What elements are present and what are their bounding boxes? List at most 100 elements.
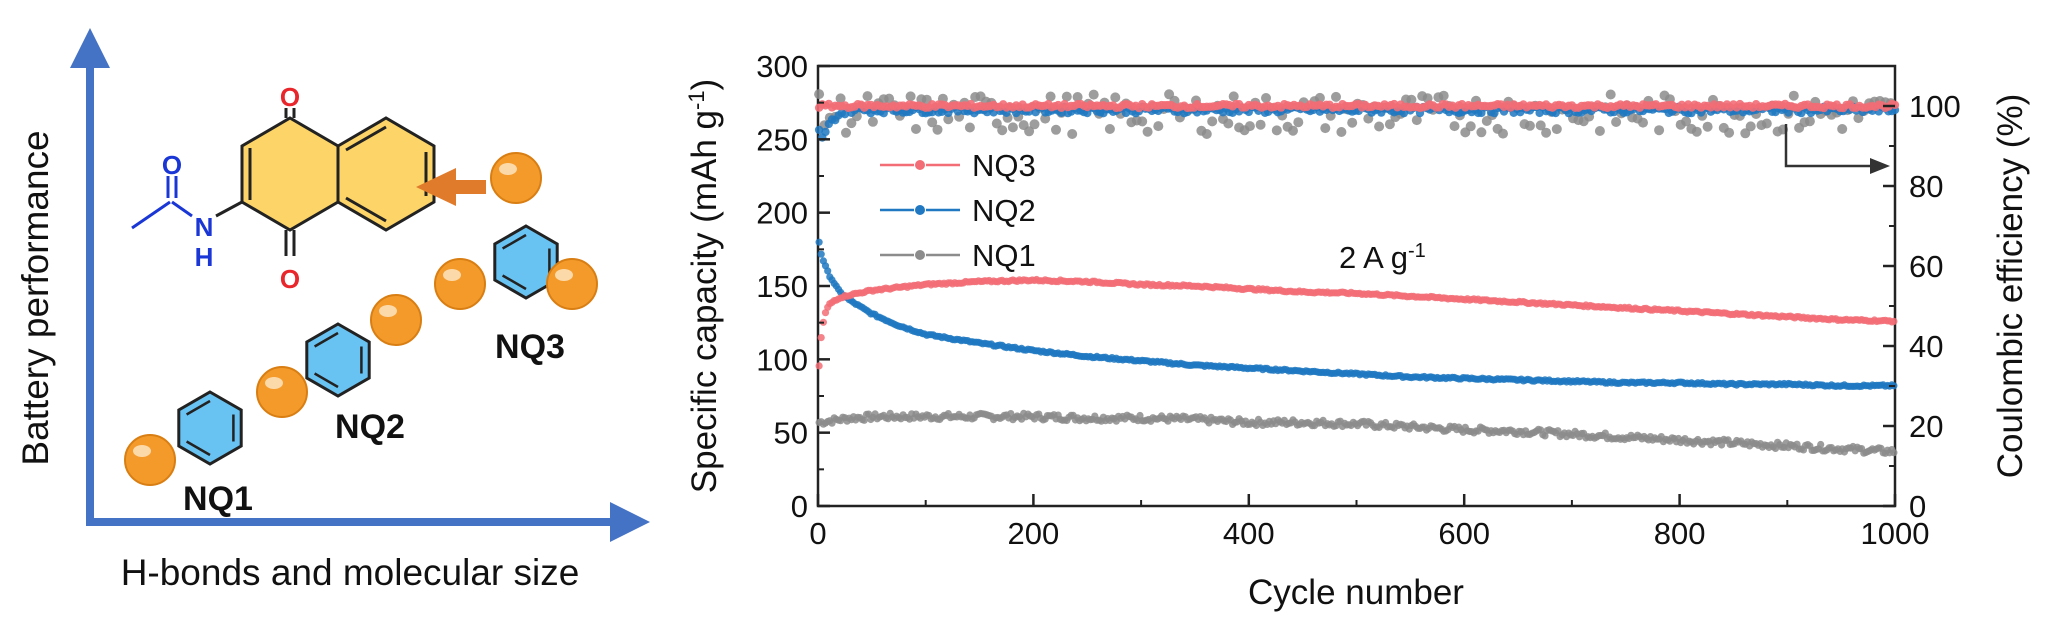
efficiency-point xyxy=(1804,116,1815,127)
efficiency-point xyxy=(1153,121,1164,132)
y2-axis-label: Coulombic efficiency (%) xyxy=(1991,94,2030,479)
efficiency-point xyxy=(884,93,895,104)
efficiency-point xyxy=(1524,120,1535,131)
efficiency-point xyxy=(1449,121,1460,132)
legend-marker xyxy=(914,159,926,171)
efficiency-point xyxy=(905,91,916,102)
oxygen-top-label: O xyxy=(280,82,300,112)
capacity-point xyxy=(860,416,868,424)
arrow-icon xyxy=(416,168,486,206)
efficiency-point xyxy=(1384,119,1395,130)
efficiency-point xyxy=(814,89,825,100)
capacity-series-nq3 xyxy=(815,275,1898,370)
chart: 0 200 400 600 800 100005010015020025030002040… xyxy=(684,49,2031,612)
efficiency-point xyxy=(911,124,921,134)
schematic-y-arrow xyxy=(70,28,110,68)
efficiency-point xyxy=(964,122,975,133)
schematic-y-axis-label: Battery performance xyxy=(15,130,56,465)
molecule-label-nq2: NQ2 xyxy=(335,408,405,446)
legend-label: NQ1 xyxy=(972,238,1036,273)
x-axis-label: Cycle number xyxy=(1248,573,1464,612)
efficiency-point xyxy=(1104,124,1115,134)
molecule-structure: O O N H O xyxy=(131,82,436,294)
y-tick-label: 150 xyxy=(756,269,808,304)
efficiency-point xyxy=(1040,113,1051,124)
efficiency-point xyxy=(1228,91,1239,102)
efficiency-point xyxy=(1761,118,1772,129)
efficiency-point xyxy=(1244,121,1255,132)
y-axis-label: Specific capacity (mAh g-1) xyxy=(684,79,725,493)
benzene-ring xyxy=(305,322,371,398)
efficiency-point xyxy=(841,127,851,138)
efficiency-point xyxy=(1740,128,1751,139)
x-tick-label: 800 xyxy=(1654,516,1706,551)
substituent-ball xyxy=(256,366,308,418)
efficiency-point xyxy=(991,118,1002,129)
efficiency-point xyxy=(1072,92,1083,102)
y-tick-label: 250 xyxy=(756,122,808,157)
molecule-nq3: NQ3 xyxy=(434,152,598,366)
capacity-point xyxy=(815,238,823,246)
efficiency-point xyxy=(1594,126,1605,136)
x-tick-label: 400 xyxy=(1223,516,1275,551)
y-tick-label: 100 xyxy=(756,342,808,377)
efficiency-point xyxy=(1142,126,1153,137)
efficiency-point xyxy=(1438,90,1449,101)
capacity-series-nq1 xyxy=(815,409,1898,457)
capacity-point xyxy=(817,334,825,342)
efficiency-point xyxy=(1605,89,1616,100)
efficiency-point xyxy=(1051,124,1061,135)
legend-label: NQ3 xyxy=(972,148,1036,183)
y-tick-label: 200 xyxy=(756,196,808,231)
oxygen-bottom-label: O xyxy=(280,264,300,294)
efficiency-point xyxy=(1288,125,1298,136)
efficiency-point xyxy=(835,93,846,104)
efficiency-point xyxy=(1702,121,1713,132)
capacity-point xyxy=(817,250,825,258)
y2-tick-label: 40 xyxy=(1909,329,1943,364)
benzo-ring xyxy=(336,116,436,232)
efficiency-point xyxy=(1024,126,1035,137)
efficiency-point xyxy=(1261,93,1271,103)
y2-tick-label: 60 xyxy=(1909,249,1943,284)
efficiency-point xyxy=(927,117,938,128)
substituent-ball xyxy=(490,152,542,204)
capacity-point xyxy=(1817,440,1825,449)
efficiency-point xyxy=(1007,122,1018,133)
efficiency-point xyxy=(1535,120,1546,131)
capacity-point xyxy=(821,309,830,317)
efficiency-point xyxy=(1061,91,1072,102)
efficiency-point xyxy=(1347,117,1358,128)
efficiency-layer xyxy=(814,89,1900,142)
efficiency-point xyxy=(1681,116,1692,127)
condition-annotation: 2 A g-1 xyxy=(1339,240,1426,275)
nitrogen-label: N xyxy=(195,212,214,242)
efficiency-point xyxy=(1314,92,1325,103)
efficiency-point xyxy=(846,118,857,129)
schematic-x-arrow xyxy=(610,502,650,542)
capacity-point xyxy=(1890,449,1898,457)
y2-tick-label: 20 xyxy=(1909,409,1943,444)
efficiency-point xyxy=(1551,124,1562,135)
efficiency-point xyxy=(1788,90,1799,101)
efficiency-point xyxy=(1067,129,1078,139)
y-axis-label-sup: -1 xyxy=(684,90,709,110)
y2-tick-label: 80 xyxy=(1909,169,1943,204)
legend-marker xyxy=(914,249,926,261)
x-tick-label: 200 xyxy=(1008,516,1060,551)
efficiency-point xyxy=(1255,119,1266,130)
x-tick-label: 600 xyxy=(1438,516,1490,551)
efficiency-point xyxy=(821,127,830,137)
capacity-point xyxy=(824,267,832,275)
efficiency-point xyxy=(1745,121,1756,132)
efficiency-point xyxy=(1611,117,1622,127)
schematic-x-axis-label: H-bonds and molecular size xyxy=(121,552,580,593)
y-tick-label: 50 xyxy=(774,416,808,451)
x-tick-label: 0 xyxy=(809,516,826,551)
capacity-series-nq2 xyxy=(815,238,1898,391)
efficiency-point xyxy=(867,116,878,127)
efficiency-point xyxy=(814,125,824,135)
efficiency-point xyxy=(1374,121,1385,132)
axis-pointer-arrow xyxy=(1784,124,1890,174)
